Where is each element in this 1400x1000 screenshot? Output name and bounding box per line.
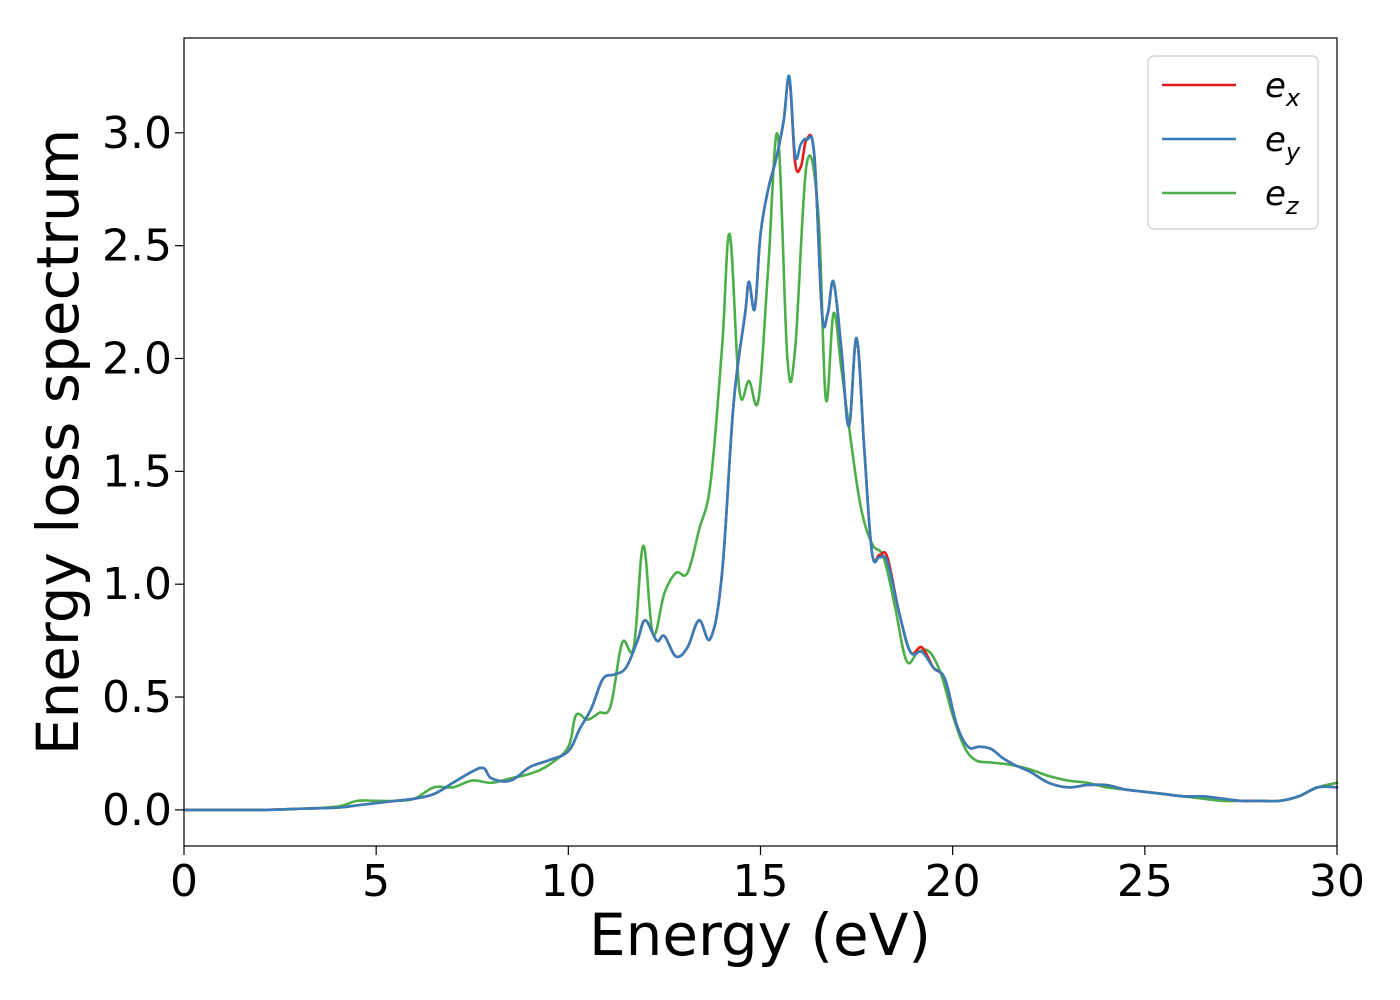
y-axis-label: Energy loss spectrum — [24, 129, 92, 755]
x-tick-label: 15 — [733, 856, 789, 907]
x-tick-label: 30 — [1309, 856, 1365, 907]
legend: ex ey ez — [1147, 55, 1319, 230]
y-tick-label: 0.5 — [102, 672, 172, 723]
y-tick-label: 1.5 — [102, 446, 172, 497]
x-tick-label: 5 — [362, 856, 390, 907]
plot-background — [184, 38, 1337, 846]
legend-label-e-z: ez — [1265, 174, 1300, 220]
y-axis-ticks: 0.0 0.5 1.0 1.5 2.0 2.5 3.0 — [102, 108, 184, 836]
y-tick-label: 2.0 — [102, 333, 172, 384]
y-tick-label: 0.0 — [102, 785, 172, 836]
x-axis-ticks: 0 5 10 15 20 25 30 — [170, 846, 1365, 907]
legend-label-e-y: ey — [1265, 120, 1301, 166]
legend-box — [1147, 55, 1319, 230]
series-line-e-y — [182, 74, 1339, 812]
y-tick-label: 3.0 — [102, 108, 172, 159]
y-tick-label: 1.0 — [102, 559, 172, 610]
legend-items: ex ey ez — [1162, 66, 1301, 220]
legend-label-e-x: ex — [1265, 66, 1301, 112]
series-layer — [182, 74, 1339, 812]
x-tick-label: 20 — [925, 856, 981, 907]
series-line-e-z — [182, 132, 1339, 812]
x-tick-label: 25 — [1117, 856, 1173, 907]
y-tick-label: 2.5 — [102, 221, 172, 272]
x-tick-label: 0 — [170, 856, 198, 907]
x-axis-label: Energy (eV) — [589, 901, 931, 969]
x-tick-label: 10 — [540, 856, 596, 907]
